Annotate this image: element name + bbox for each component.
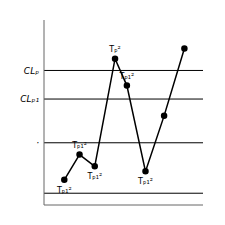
svg-text:Tₚ₁²: Tₚ₁²	[71, 141, 87, 150]
svg-text:Tₚ₁²: Tₚ₁²	[86, 172, 102, 181]
svg-text:Tₚ₁²: Tₚ₁²	[137, 177, 153, 186]
svg-text:CLₚ₁: CLₚ₁	[20, 94, 39, 104]
svg-text:Tₚ₁²: Tₚ₁²	[56, 186, 72, 195]
svg-text:Tₚ₁²: Tₚ₁²	[119, 72, 135, 81]
svg-text:CLₚ: CLₚ	[24, 66, 39, 76]
svg-text:·: ·	[36, 138, 39, 148]
svg-text:Tₚ²: Tₚ²	[108, 45, 121, 54]
